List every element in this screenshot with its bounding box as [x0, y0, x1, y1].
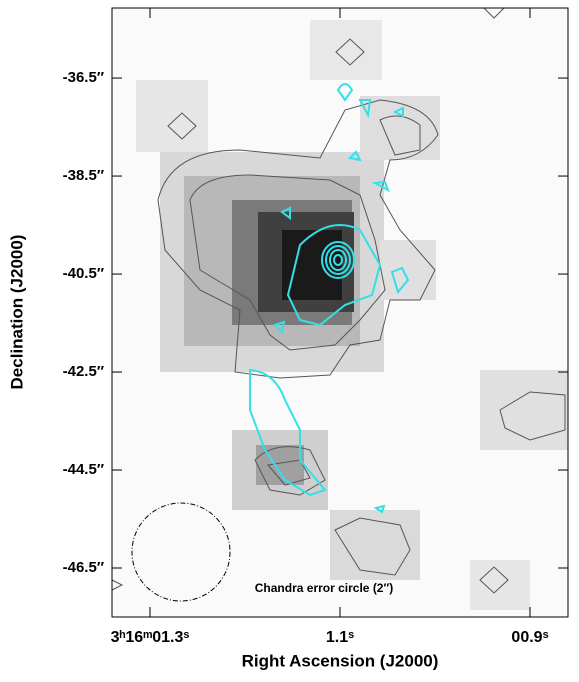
x-tick-label: 1.1ˢ [326, 629, 354, 646]
y-tick-label: -40.5″ [63, 265, 104, 282]
y-tick-label: -42.5″ [63, 363, 104, 380]
x-tick-label: 00.9ˢ [511, 629, 548, 646]
x-axis-label: Right Ascension (J2000) [242, 651, 439, 670]
annotation: Chandra error circle (2″) [255, 581, 393, 595]
y-tick-label: -46.5″ [63, 559, 104, 576]
gray-contours [111, 7, 566, 594]
y-tick-label: -44.5″ [63, 461, 104, 478]
x-tick-label: 3ʰ16ᵐ01.3ˢ [111, 629, 190, 646]
cyan-contours [249, 83, 410, 514]
error-circle [131, 502, 231, 602]
pixel-map [112, 8, 568, 617]
y-tick-label: -36.5″ [63, 69, 104, 86]
y-axis-label: Declination (J2000) [7, 235, 26, 390]
y-tick-label: -38.5″ [63, 167, 104, 184]
